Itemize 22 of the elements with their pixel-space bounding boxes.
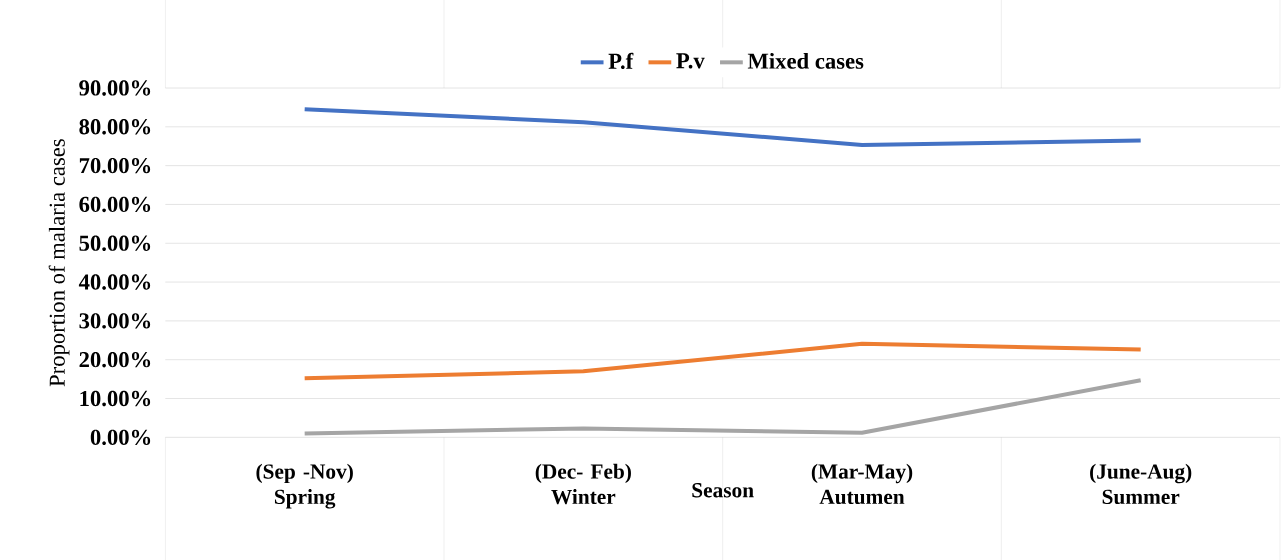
legend-label: P.v	[676, 53, 705, 69]
y-tick-label: 30.00%	[79, 313, 151, 329]
y-tick-label: 60.00%	[79, 196, 151, 213]
line-series	[302, 107, 1143, 148]
line-series	[302, 378, 1143, 436]
x-tick-label: (Mar-May) Autumen	[811, 463, 913, 505]
y-tick-label: 80.00%	[79, 119, 151, 135]
y-tick-label: 40.00%	[78, 274, 151, 290]
line-series	[302, 341, 1143, 381]
x-tick-label: (Sep -Nov) Spring	[256, 463, 353, 509]
y-tick-label: 50.00%	[79, 235, 151, 251]
x-axis-title: Season	[692, 483, 754, 498]
x-tick-label: (Dec- Feb) Winter	[535, 463, 631, 505]
x-tick-label: (June-Aug) Summer	[1090, 463, 1192, 505]
y-tick-label: 10.00%	[80, 390, 151, 407]
legend-label: P.f	[608, 52, 634, 70]
y-tick-label: 0.00%	[90, 429, 151, 446]
legend-label: Mixed cases	[747, 52, 864, 69]
y-tick-label: 70.00%	[79, 157, 151, 174]
y-axis-title: Proportion of malaria cases	[48, 139, 70, 387]
y-tick-label: 90.00%	[79, 80, 151, 96]
y-tick-label: 20.00%	[79, 352, 151, 368]
